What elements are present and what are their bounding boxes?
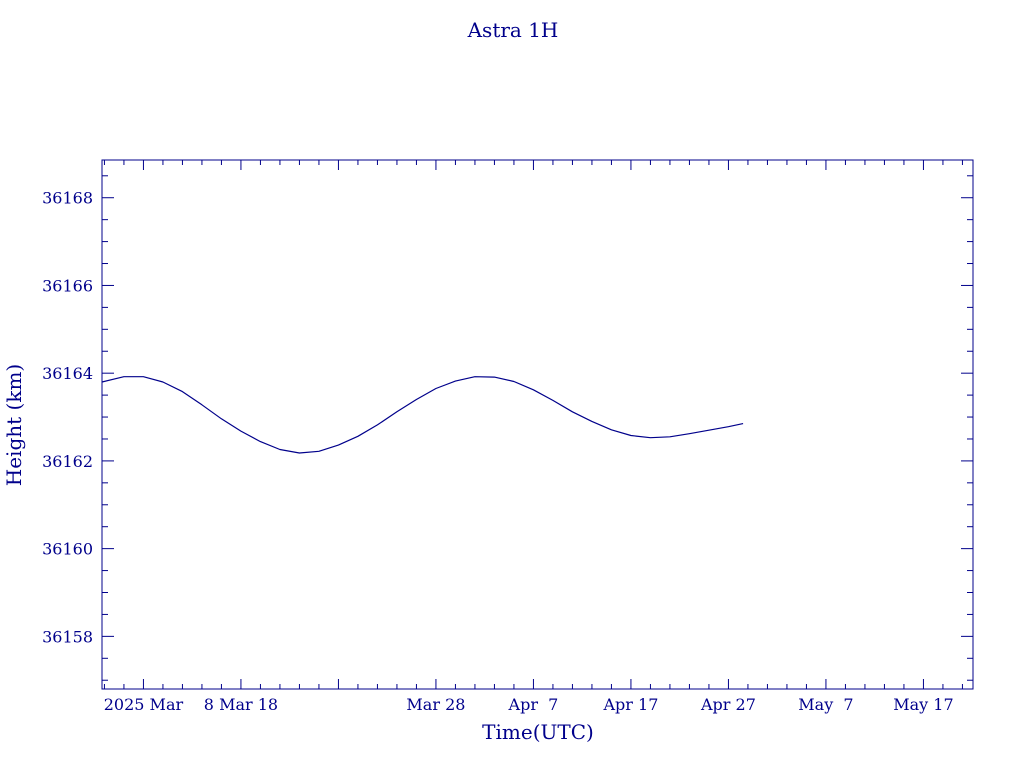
y-axis-title: Height (km) xyxy=(2,364,26,486)
x-tick-label: 8 Mar 18 xyxy=(204,695,278,714)
x-axis-title: Time(UTC) xyxy=(482,720,594,744)
x-tick-label: 2025 Mar xyxy=(104,695,184,714)
x-tick-label: Apr 17 xyxy=(602,695,658,714)
plot-frame xyxy=(101,159,974,690)
y-tick-label: 36166 xyxy=(42,276,93,295)
x-tick-label: Apr 27 xyxy=(700,695,756,714)
x-axis-ticks: 2025 Mar 8 Mar 18 Mar 28 Apr 7 Apr 17 Apr 27 M… xyxy=(104,160,963,714)
series-line xyxy=(101,376,744,454)
x-tick-label: Mar 28 xyxy=(406,695,465,714)
y-tick-label: 36164 xyxy=(42,364,93,383)
chart-title: Astra 1H xyxy=(467,18,559,42)
y-tick-label: 36158 xyxy=(42,627,93,646)
x-tick-label: Apr 7 xyxy=(508,695,559,714)
y-axis-ticks: 36158 36160 36162 36164 36166 36168 xyxy=(42,175,973,681)
x-tick-label: May 7 xyxy=(798,695,853,714)
y-tick-label: 36160 xyxy=(42,540,93,559)
x-tick-label: May 17 xyxy=(893,695,953,714)
y-tick-label: 36168 xyxy=(42,189,93,208)
series-layer xyxy=(101,376,744,454)
y-tick-label: 36162 xyxy=(42,452,93,471)
